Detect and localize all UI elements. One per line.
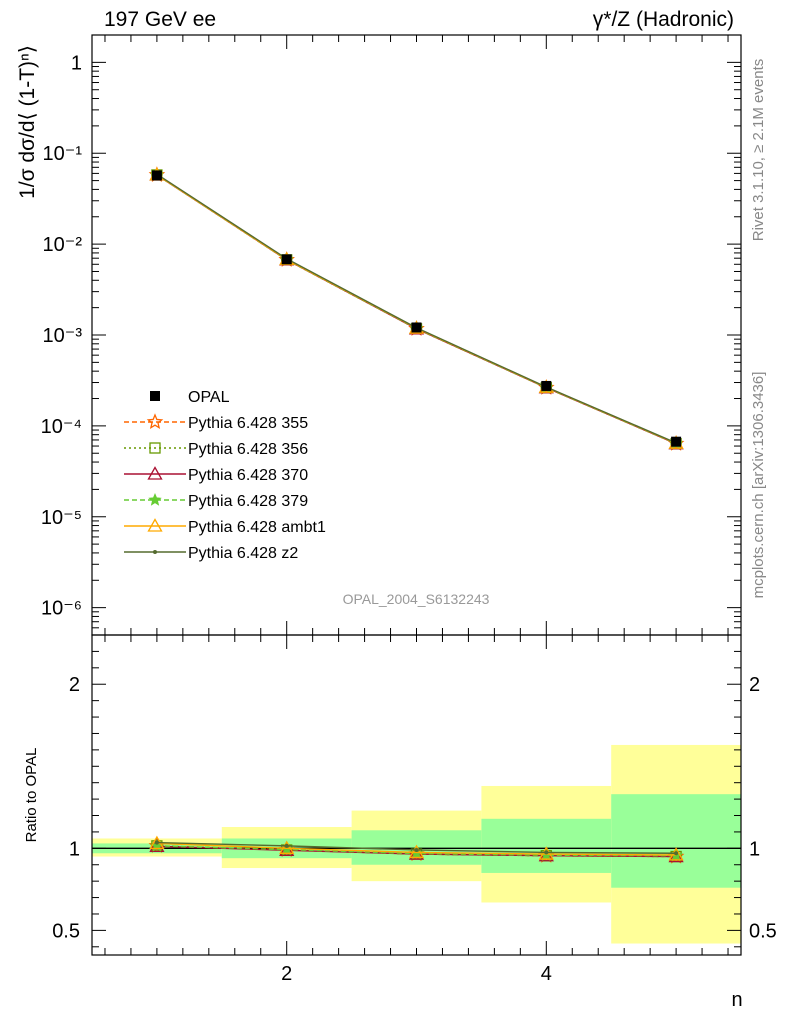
ratio-series-point-4 (538, 846, 554, 860)
legend-opal-label: OPAL (188, 389, 230, 406)
ratio-series-point-4 (408, 844, 425, 859)
opal-data-point (541, 380, 552, 391)
ratio-y-axis-label: Ratio to OPAL (23, 748, 40, 843)
main-series-layer (148, 166, 685, 451)
ratio-y-tick-label: 1 (69, 838, 80, 860)
opal-data-point (281, 254, 292, 265)
main-y-tick-label: 10⁻⁴ (41, 416, 82, 438)
main-y-tick-label: 10⁻¹ (43, 143, 83, 165)
legend-label-4: Pythia 6.428 ambt1 (188, 519, 326, 536)
legend-opal-marker (150, 391, 160, 401)
ratio-series-line-4 (156, 842, 677, 856)
analysis-watermark: OPAL_2004_S6132243 (343, 591, 490, 607)
rivet-version-label: Rivet 3.1.10, ≥ 2.1M events (750, 59, 767, 242)
main-series-line-1 (156, 174, 677, 445)
opal-data-point (411, 322, 422, 333)
legend-marker-5 (153, 550, 157, 554)
ratio-plot-frame (91, 634, 742, 956)
opal-data-point (671, 436, 682, 447)
ratio-y-tick-label-right: 2 (749, 674, 760, 696)
opal-data-point (151, 170, 162, 181)
main-y-tick-label: 10⁻² (43, 234, 83, 256)
main-series-line-0 (156, 174, 677, 445)
ratio-axis-ticks: 0.5 0.5 1 1 2 2 2 4 (52, 635, 777, 985)
main-plot-panel: 1 10⁻¹ 10⁻² 10⁻³ 10⁻⁴ 10⁻⁵ 10⁻⁶ 1/σ dσ/d⟨ (1-T… (16, 34, 742, 636)
ratio-x-tick-label: 2 (281, 963, 292, 985)
legend-label-0: Pythia 6.428 355 (188, 415, 308, 432)
header-right-label: γ*/Z (Hadronic) (593, 8, 734, 31)
main-series-line-3 (156, 174, 677, 445)
mcplots-label: mcplots.cern.ch [arXiv:1306.3436] (750, 372, 767, 599)
main-y-axis-label: 1/σ dσ/d⟨ (1-T)ⁿ⟩ (16, 45, 39, 199)
ratio-band-inner (481, 818, 612, 873)
ratio-band-inner (611, 794, 741, 888)
main-series-line-5 (156, 173, 677, 444)
header-left-label: 197 GeV ee (104, 8, 216, 31)
main-series-line-2 (156, 174, 677, 445)
main-axis-ticks: 1 10⁻¹ 10⁻² 10⁻³ 10⁻⁴ 10⁻⁵ 10⁻⁶ (41, 34, 741, 636)
ratio-series-point-4 (279, 840, 295, 854)
ratio-series-point-5 (674, 851, 679, 856)
ratio-series-point-5 (414, 847, 419, 852)
ratio-y-tick-label-right: 1 (749, 838, 760, 860)
main-y-tick-label: 10⁻⁵ (41, 507, 82, 529)
ratio-series-point-4 (668, 847, 684, 861)
ratio-plot-panel: 0.5 0.5 1 1 2 2 2 4 Ratio to OPAL n (23, 634, 777, 1011)
legend-marker-3 (148, 492, 162, 506)
main-y-tick-label: 10⁻³ (43, 325, 83, 347)
legend-label-3: Pythia 6.428 379 (188, 493, 308, 510)
legend-marker-1 (149, 442, 161, 454)
legend-label-2: Pythia 6.428 370 (188, 467, 308, 484)
ratio-x-tick-label: 4 (541, 963, 552, 985)
legend-label-1: Pythia 6.428 356 (188, 441, 308, 458)
x-axis-label: n (731, 989, 742, 1011)
ratio-y-tick-label: 2 (69, 674, 80, 696)
ratio-series-layer (148, 835, 685, 864)
legend-marker-4 (147, 518, 163, 532)
ratio-series-point-5 (284, 843, 289, 848)
ratio-y-tick-label: 0.5 (52, 920, 80, 942)
main-y-tick-label: 10⁻⁶ (41, 598, 82, 620)
legend-label-5: Pythia 6.428 z2 (188, 545, 298, 562)
legend: OPAL Pythia 6.428 355 Pythia 6.428 356 Pyth… (124, 389, 326, 562)
main-series-line-4 (156, 174, 677, 444)
ratio-y-tick-label-right: 0.5 (749, 920, 777, 942)
ratio-series-point-5 (154, 840, 159, 845)
main-y-tick-label: 1 (71, 52, 82, 74)
legend-marker-2 (147, 466, 163, 480)
legend-marker-0 (146, 413, 164, 430)
opal-data-layer (151, 170, 682, 447)
ratio-series-point-5 (544, 850, 549, 855)
